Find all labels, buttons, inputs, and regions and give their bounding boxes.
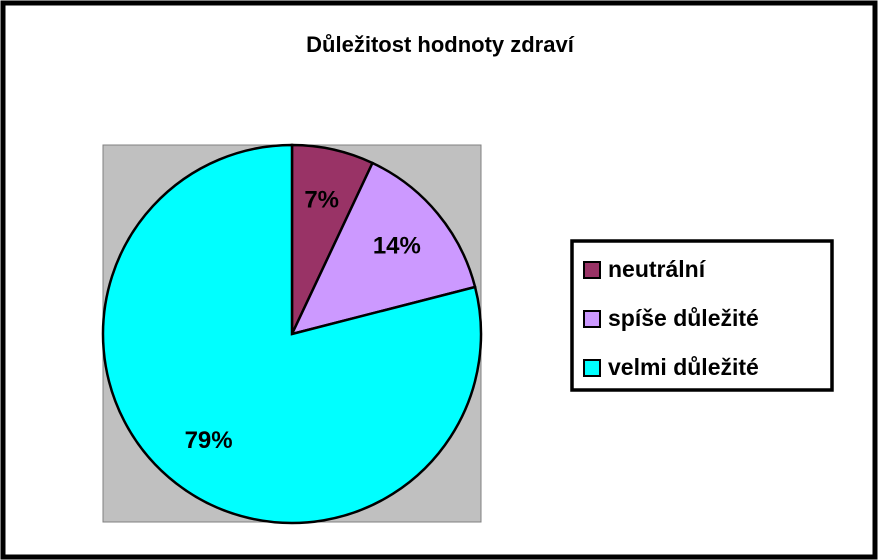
data-label: 7% xyxy=(304,187,339,214)
pie-slice xyxy=(289,161,477,336)
legend-swatch xyxy=(583,261,601,279)
data-label: 14% xyxy=(373,233,421,260)
legend-swatch xyxy=(583,359,601,377)
legend-box xyxy=(570,239,834,392)
chart-title: Důležitost hodnoty zdraví xyxy=(306,32,575,57)
data-label: 79% xyxy=(185,427,233,454)
legend-label: velmi důležité xyxy=(608,354,759,380)
pie-slice xyxy=(101,143,483,525)
legend-label: spíše důležité xyxy=(608,305,759,331)
legend-label: neutrální xyxy=(608,256,707,282)
legend-swatch xyxy=(583,310,601,328)
